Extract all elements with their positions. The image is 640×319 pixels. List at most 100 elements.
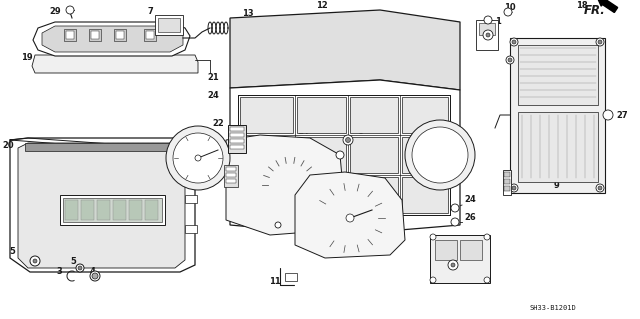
Circle shape [90, 271, 100, 281]
Text: 8: 8 [519, 61, 525, 70]
Circle shape [66, 6, 74, 14]
Text: 19: 19 [21, 53, 33, 62]
Bar [155, 15, 183, 35]
Bar [66, 31, 74, 39]
Circle shape [195, 155, 201, 161]
Text: 24: 24 [207, 91, 219, 100]
Polygon shape [230, 10, 460, 90]
Text: 14: 14 [297, 128, 309, 137]
Circle shape [598, 186, 602, 190]
Bar [145, 200, 158, 220]
Bar [402, 97, 448, 133]
Bar [230, 133, 244, 137]
Circle shape [510, 38, 518, 46]
Bar [230, 145, 244, 149]
Bar [226, 167, 236, 171]
Circle shape [343, 135, 353, 145]
Bar [350, 177, 398, 213]
Circle shape [405, 120, 475, 190]
Text: 20: 20 [2, 142, 14, 151]
Bar [350, 137, 398, 173]
Polygon shape [42, 26, 183, 52]
Bar [518, 112, 598, 182]
Text: SH33-B1201D: SH33-B1201D [530, 305, 577, 311]
Bar [285, 273, 297, 281]
Circle shape [508, 58, 512, 62]
Bar [297, 97, 346, 133]
Circle shape [430, 234, 436, 240]
Bar [224, 165, 238, 187]
Polygon shape [295, 172, 405, 258]
Bar [240, 177, 293, 213]
Bar [114, 29, 126, 41]
Bar [476, 20, 498, 50]
Bar [226, 173, 236, 177]
Text: 29: 29 [49, 6, 61, 16]
Bar [116, 31, 124, 39]
Bar [230, 127, 244, 131]
Bar [504, 179, 510, 184]
Bar [60, 195, 165, 225]
Bar [350, 97, 398, 133]
Circle shape [596, 184, 604, 192]
Bar [238, 95, 450, 215]
Text: 9: 9 [553, 181, 559, 189]
Bar [65, 200, 78, 220]
Bar [146, 31, 154, 39]
Polygon shape [226, 135, 345, 235]
Circle shape [598, 40, 602, 44]
Text: 22: 22 [212, 118, 224, 128]
Text: 27: 27 [616, 110, 628, 120]
Bar [64, 29, 76, 41]
Circle shape [173, 133, 223, 183]
Text: FR.: FR. [584, 4, 606, 17]
Polygon shape [18, 143, 185, 268]
Bar [460, 240, 482, 260]
Circle shape [484, 234, 490, 240]
Circle shape [603, 110, 613, 120]
Bar [185, 195, 197, 203]
Bar [297, 137, 346, 173]
Bar [479, 23, 495, 35]
Text: 4: 4 [90, 268, 96, 277]
Circle shape [484, 16, 492, 24]
Text: 10: 10 [504, 4, 516, 12]
Bar [240, 97, 293, 133]
Bar [81, 200, 94, 220]
Circle shape [504, 8, 512, 16]
Circle shape [30, 256, 40, 266]
Polygon shape [33, 22, 190, 56]
Text: 7: 7 [147, 6, 153, 16]
Text: 26: 26 [464, 213, 476, 222]
Bar [510, 38, 605, 193]
Circle shape [506, 56, 514, 64]
Circle shape [346, 214, 354, 222]
Bar [97, 200, 110, 220]
Circle shape [483, 30, 493, 40]
Text: 1: 1 [495, 18, 501, 26]
Text: 6: 6 [357, 128, 363, 137]
Bar [402, 137, 448, 173]
Bar [129, 200, 142, 220]
Bar [63, 198, 162, 222]
Bar [503, 170, 511, 195]
Polygon shape [230, 80, 460, 235]
Text: 24: 24 [354, 144, 366, 152]
Text: 12: 12 [316, 2, 328, 11]
Bar [518, 45, 598, 105]
Text: 3: 3 [56, 268, 62, 277]
Text: 28: 28 [254, 218, 266, 226]
Circle shape [510, 184, 518, 192]
Circle shape [430, 277, 436, 283]
Text: 16: 16 [178, 139, 190, 149]
Circle shape [448, 260, 458, 270]
Text: 23: 23 [202, 175, 214, 184]
Bar [435, 240, 457, 260]
Text: 21: 21 [207, 72, 219, 81]
Text: 24: 24 [464, 196, 476, 204]
Polygon shape [32, 55, 198, 73]
Circle shape [336, 151, 344, 159]
Bar [402, 177, 448, 213]
Bar [185, 225, 197, 233]
Bar [230, 139, 244, 143]
